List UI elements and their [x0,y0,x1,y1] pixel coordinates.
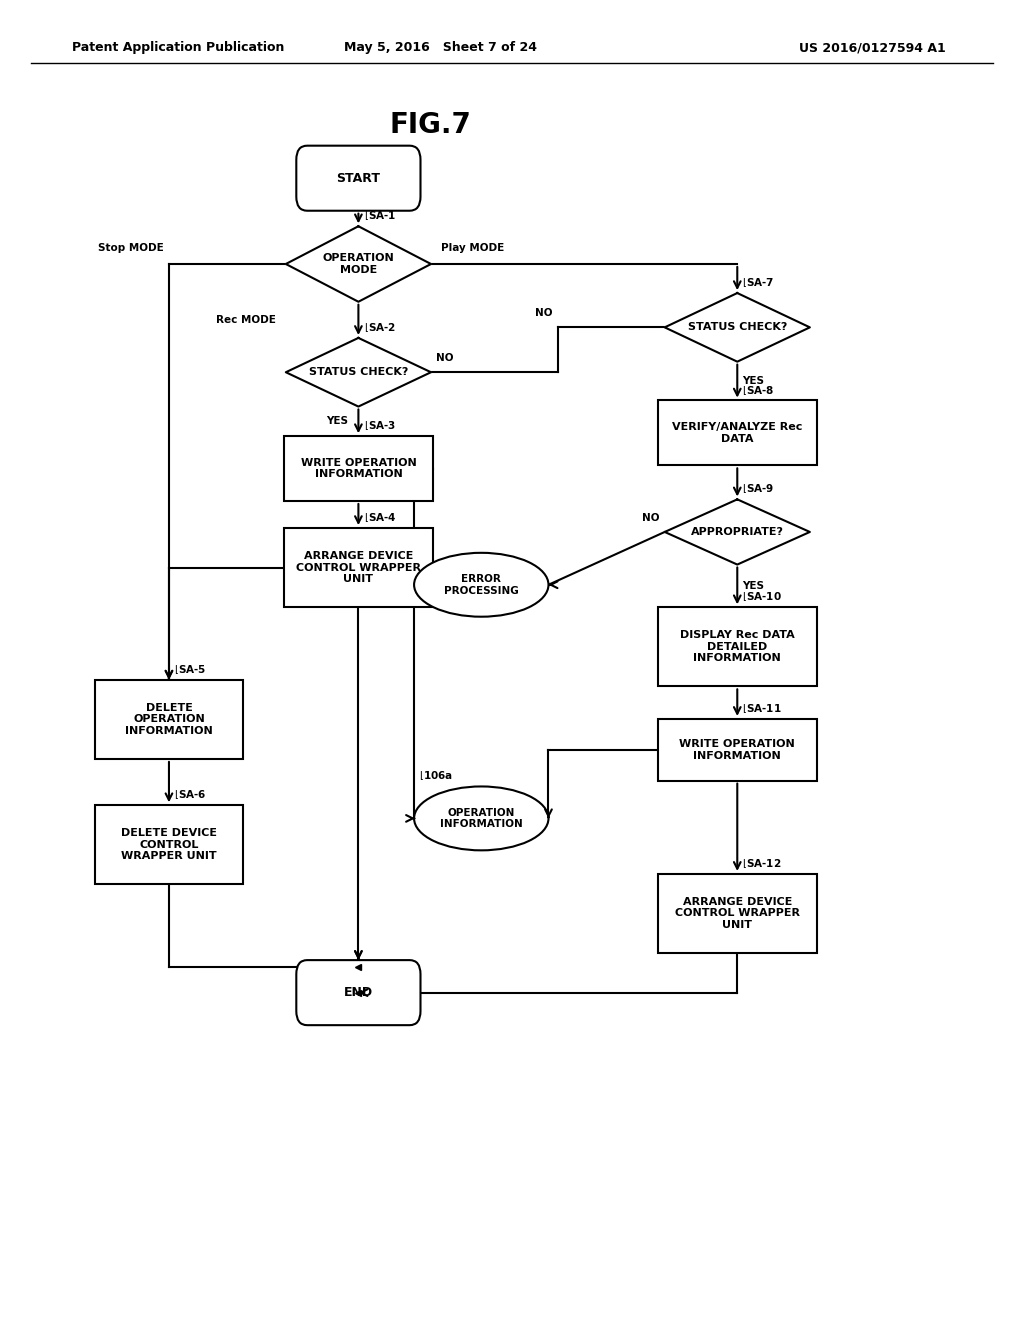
Text: STATUS CHECK?: STATUS CHECK? [308,367,409,378]
Text: YES: YES [742,581,764,591]
Text: $\lfloor$SA-10: $\lfloor$SA-10 [742,590,782,603]
Ellipse shape [414,553,549,616]
Text: OPERATION
MODE: OPERATION MODE [323,253,394,275]
Text: NO: NO [436,352,454,363]
Text: Patent Application Publication: Patent Application Publication [72,41,284,54]
Text: WRITE OPERATION
INFORMATION: WRITE OPERATION INFORMATION [679,739,796,760]
Polygon shape [665,293,810,362]
Bar [657,607,817,686]
Text: May 5, 2016   Sheet 7 of 24: May 5, 2016 Sheet 7 of 24 [344,41,537,54]
Bar [284,436,432,502]
Text: APPROPRIATE?: APPROPRIATE? [691,527,783,537]
Bar [95,805,244,884]
Text: OPERATION
INFORMATION: OPERATION INFORMATION [440,808,522,829]
Text: DISPLAY Rec DATA
DETAILED
INFORMATION: DISPLAY Rec DATA DETAILED INFORMATION [680,630,795,664]
Text: YES: YES [742,376,764,385]
Text: $\lfloor$SA-6: $\lfloor$SA-6 [174,788,207,801]
Text: $\lfloor$SA-4: $\lfloor$SA-4 [364,511,396,524]
Text: $\lfloor$SA-7: $\lfloor$SA-7 [742,276,775,289]
Text: Rec MODE: Rec MODE [216,315,275,325]
Text: DELETE DEVICE
CONTROL
WRAPPER UNIT: DELETE DEVICE CONTROL WRAPPER UNIT [121,828,217,862]
Text: $\lfloor$SA-1: $\lfloor$SA-1 [364,210,396,222]
Bar [95,680,244,759]
FancyBboxPatch shape [296,960,421,1026]
Text: $\lfloor$SA-9: $\lfloor$SA-9 [742,482,775,495]
Text: END: END [344,986,373,999]
Text: STATUS CHECK?: STATUS CHECK? [687,322,787,333]
Text: VERIFY/ANALYZE Rec
DATA: VERIFY/ANALYZE Rec DATA [672,422,803,444]
Polygon shape [286,226,431,302]
Polygon shape [665,499,810,565]
Text: START: START [337,172,380,185]
Text: ARRANGE DEVICE
CONTROL WRAPPER
UNIT: ARRANGE DEVICE CONTROL WRAPPER UNIT [296,550,421,585]
Text: $\lfloor$SA-11: $\lfloor$SA-11 [742,702,782,715]
Text: $\lfloor$106a: $\lfloor$106a [419,770,454,783]
Ellipse shape [414,787,549,850]
Text: FIG.7: FIG.7 [389,111,471,140]
Bar [657,874,817,953]
Bar [657,719,817,780]
Text: NO: NO [536,308,553,318]
Polygon shape [286,338,431,407]
Bar [284,528,432,607]
Text: WRITE OPERATION
INFORMATION: WRITE OPERATION INFORMATION [300,458,417,479]
Text: US 2016/0127594 A1: US 2016/0127594 A1 [799,41,945,54]
Text: ERROR
PROCESSING: ERROR PROCESSING [444,574,518,595]
Text: $\lfloor$SA-2: $\lfloor$SA-2 [364,321,395,334]
Text: $\lfloor$SA-3: $\lfloor$SA-3 [364,420,395,432]
Text: ARRANGE DEVICE
CONTROL WRAPPER
UNIT: ARRANGE DEVICE CONTROL WRAPPER UNIT [675,896,800,931]
Text: $\lfloor$SA-8: $\lfloor$SA-8 [742,384,775,396]
Text: YES: YES [327,416,348,426]
Text: DELETE
OPERATION
INFORMATION: DELETE OPERATION INFORMATION [125,702,213,737]
Text: $\lfloor$SA-12: $\lfloor$SA-12 [742,857,782,870]
Text: Stop MODE: Stop MODE [98,243,164,253]
Text: Play MODE: Play MODE [441,243,505,253]
FancyBboxPatch shape [296,145,421,211]
Bar [657,400,817,466]
Text: $\lfloor$SA-5: $\lfloor$SA-5 [174,663,207,676]
Text: NO: NO [642,512,659,523]
